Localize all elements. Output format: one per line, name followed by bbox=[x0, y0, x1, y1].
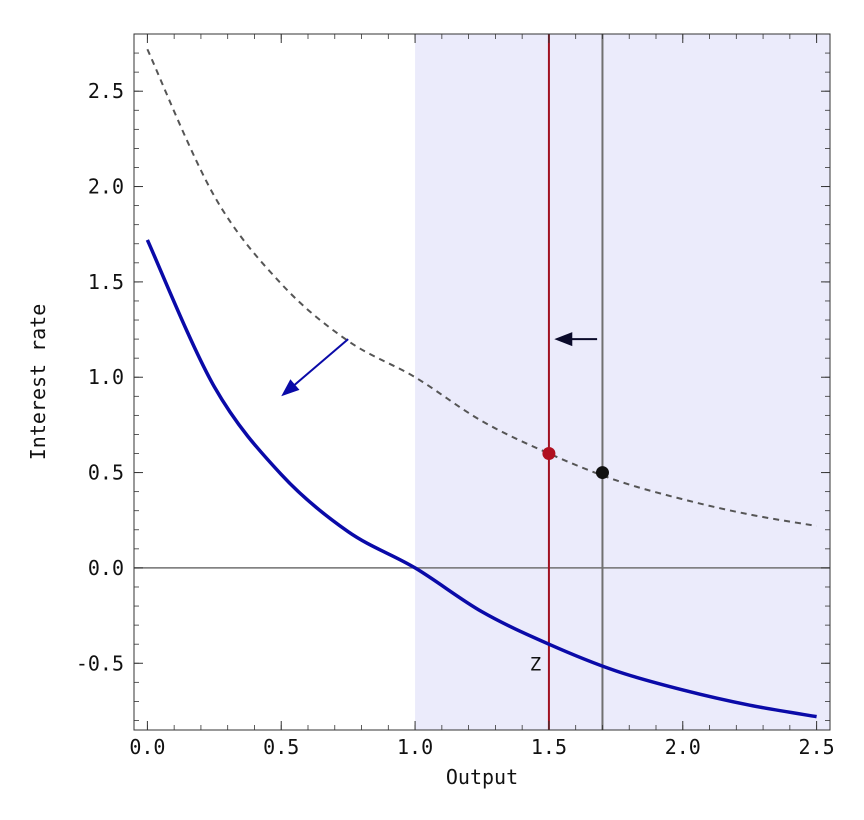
x-tick-label: 2.5 bbox=[799, 735, 835, 759]
x-tick-label: 0.5 bbox=[263, 735, 299, 759]
plot-frame bbox=[133, 33, 831, 731]
x-tick-label: 0.0 bbox=[129, 735, 165, 759]
x-tick-label: 1.5 bbox=[531, 735, 567, 759]
y-tick-label: 1.5 bbox=[88, 270, 124, 294]
shaded-region bbox=[415, 34, 830, 730]
x-tick-label: 2.0 bbox=[665, 735, 701, 759]
y-tick-label: 1.0 bbox=[88, 365, 124, 389]
x-axis-title: Output bbox=[446, 765, 518, 789]
dashed-curve bbox=[146, 48, 817, 527]
arrow-head-0 bbox=[281, 379, 300, 397]
y-tick-label: 0.5 bbox=[88, 461, 124, 485]
x-tick-label: 1.0 bbox=[397, 735, 433, 759]
annotation-label: Z bbox=[530, 653, 541, 675]
solid-curve bbox=[145, 239, 817, 719]
y-tick-label: -0.5 bbox=[76, 651, 124, 675]
arrow-shaft-0 bbox=[291, 338, 349, 388]
arrow-head-1 bbox=[554, 332, 573, 347]
y-axis-title: Interest rate bbox=[26, 304, 50, 461]
y-tick-label: 2.0 bbox=[88, 175, 124, 199]
equilibrium-point-0 bbox=[542, 447, 556, 461]
y-tick-label: 2.5 bbox=[88, 79, 124, 103]
y-tick-label: 0.0 bbox=[88, 556, 124, 580]
equilibrium-point-1 bbox=[595, 466, 609, 480]
